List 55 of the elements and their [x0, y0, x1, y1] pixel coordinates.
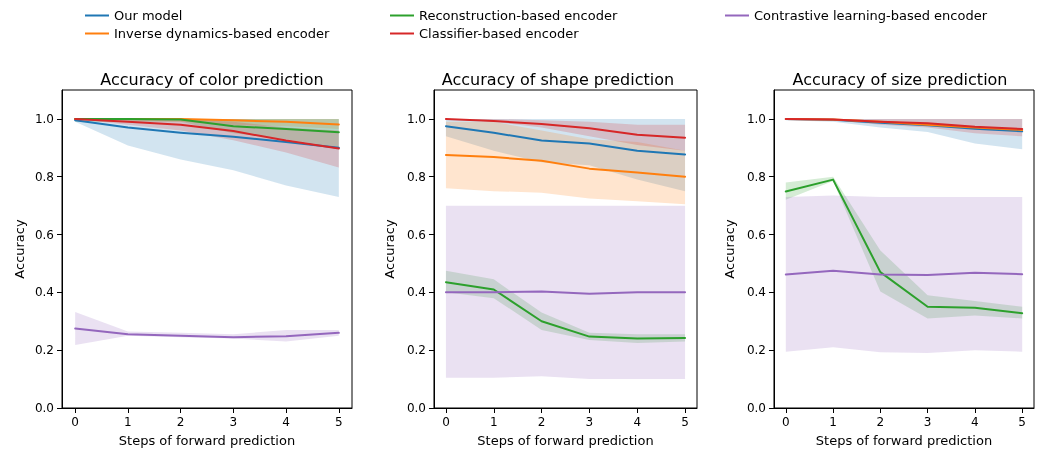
x-tick-label: 5	[335, 415, 343, 429]
y-axis-title: Accuracy	[382, 219, 397, 279]
legend-label: Our model	[114, 8, 183, 23]
x-tick-label: 3	[229, 415, 238, 429]
y-tick-label: 0.8	[746, 169, 766, 184]
legend-label: Inverse dynamics-based encoder	[114, 26, 331, 41]
x-tick-label: 0	[442, 415, 450, 429]
y-tick-label: 0.4	[34, 285, 54, 300]
y-tick-label: 0.0	[406, 401, 426, 415]
line-series	[444, 117, 687, 139]
x-tick-label: 4	[971, 415, 979, 429]
y-axis-title: Accuracy	[722, 219, 737, 279]
y-tick-label: 0.2	[746, 343, 766, 358]
y-tick-label: 0.0	[746, 401, 766, 415]
chart-title: Accuracy of size prediction	[792, 69, 1008, 89]
line-series	[74, 327, 340, 339]
x-tick-label: 2	[176, 415, 185, 429]
legend-label: Classifier-based encoder	[419, 26, 580, 41]
y-tick-label: 0.4	[746, 285, 766, 300]
y-tick-label: 0.6	[34, 227, 54, 242]
line-series	[444, 154, 687, 178]
x-tick-label: 2	[537, 415, 546, 429]
y-axis-title: Accuracy	[12, 219, 27, 279]
x-axis-title: Steps of forward prediction	[815, 433, 993, 448]
y-tick-label: 1.0	[406, 111, 426, 126]
legend-label: Contrastive learning-based encoder	[754, 8, 988, 23]
x-tick-label: 3	[923, 415, 932, 429]
line-series	[444, 125, 687, 156]
legend-label: Reconstruction-based encoder	[419, 8, 618, 23]
x-tick-label: 5	[1018, 415, 1026, 429]
y-tick-label: 1.0	[746, 111, 766, 126]
y-tick-label: 0.0	[34, 401, 54, 415]
x-tick-label: 4	[282, 415, 290, 429]
x-tick-label: 1	[489, 415, 498, 429]
y-tick-label: 0.2	[406, 343, 426, 358]
x-tick-label: 0	[781, 415, 790, 429]
y-tick-label: 0.6	[746, 227, 766, 242]
x-axis-title: Steps of forward prediction	[477, 433, 654, 448]
x-axis-title: Steps of forward prediction	[118, 433, 296, 448]
x-tick-label: 0	[71, 415, 79, 429]
chart-title: Accuracy of color prediction	[100, 69, 324, 89]
y-tick-label: 0.6	[406, 227, 426, 242]
x-tick-label: 1	[124, 415, 132, 429]
x-tick-label: 2	[876, 415, 885, 429]
x-tick-label: 5	[681, 415, 689, 429]
x-tick-label: 1	[829, 415, 837, 429]
x-tick-label: 4	[633, 415, 642, 429]
x-tick-label: 3	[585, 415, 594, 429]
y-tick-label: 0.8	[34, 169, 54, 184]
y-tick-label: 1.0	[34, 111, 54, 126]
chart-title: Accuracy of shape prediction	[441, 69, 675, 89]
y-tick-label: 0.4	[406, 285, 426, 300]
y-tick-label: 0.2	[34, 343, 54, 358]
line-series	[444, 281, 687, 340]
y-tick-label: 0.8	[406, 169, 426, 184]
